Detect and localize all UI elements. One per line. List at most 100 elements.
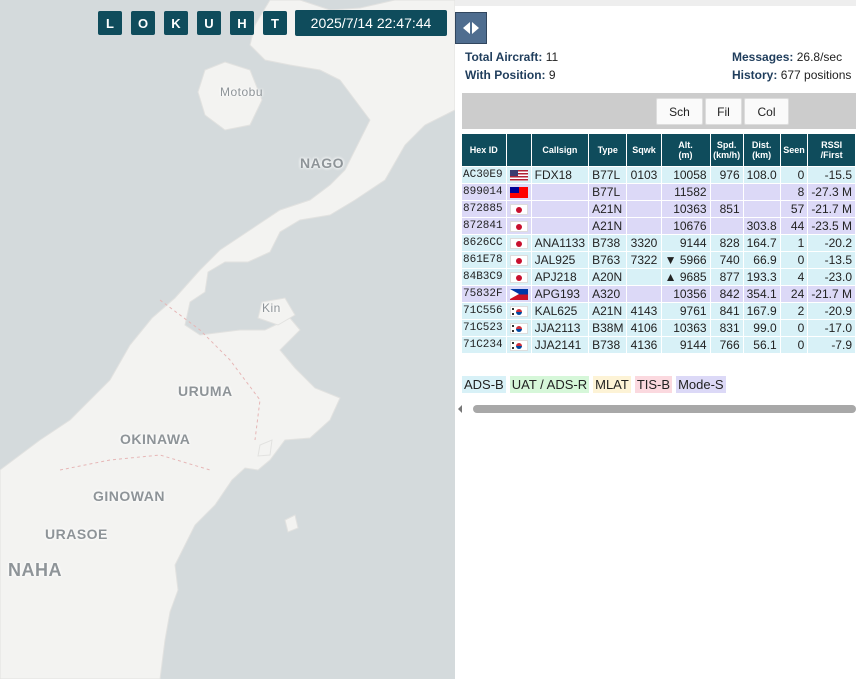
flag-kr-icon bbox=[509, 306, 528, 318]
map-label-nago: NAGO bbox=[300, 155, 344, 171]
cell-speed: 828 bbox=[709, 234, 744, 252]
columns-button[interactable]: Col bbox=[744, 98, 789, 125]
col-distance-unit: (km) bbox=[752, 150, 772, 160]
key-h-button[interactable]: H bbox=[230, 11, 254, 35]
table-row[interactable]: AC30E9 FDX18 B77L 0103 10058 976 108.0 0 -15.5 bbox=[461, 166, 856, 184]
table-header-row: Hex ID Callsign Type Sqwk Alt. (m) Spd. (k… bbox=[461, 133, 856, 167]
cell-seen: 2 bbox=[779, 302, 809, 320]
cell-speed: 766 bbox=[709, 336, 744, 354]
key-k-button[interactable]: K bbox=[164, 11, 188, 35]
cell-type: A320 bbox=[588, 285, 628, 303]
cell-distance: 108.0 bbox=[742, 166, 781, 184]
table-horizontal-scrollbar[interactable] bbox=[455, 401, 856, 417]
cell-squawk: 7322 bbox=[626, 251, 662, 269]
map-label-motobu: Motobu bbox=[220, 85, 264, 99]
filter-button[interactable]: Fil bbox=[705, 98, 742, 125]
cell-type: B738 bbox=[588, 336, 628, 354]
cell-callsign: APJ218 bbox=[530, 268, 590, 286]
cell-hex-id: 71C234 bbox=[461, 336, 507, 354]
cell-altitude: 10676 bbox=[660, 217, 711, 235]
table-row[interactable]: 872885 A21N 10363 851 57 -21.7 M bbox=[461, 200, 856, 218]
table-row[interactable]: 75832F APG193 A320 10356 842 354.1 24 -21.7 M bbox=[461, 285, 856, 303]
cell-callsign: ANA1133 bbox=[530, 234, 590, 252]
cell-distance: 66.9 bbox=[742, 251, 781, 269]
table-row[interactable]: 71C556 KAL625 A21N 4143 9761 841 167.9 2 -20.9 bbox=[461, 302, 856, 320]
col-seen[interactable]: Seen bbox=[779, 133, 809, 167]
cell-speed: 841 bbox=[709, 302, 744, 320]
col-callsign[interactable]: Callsign bbox=[530, 133, 590, 167]
scroll-left-arrow-icon[interactable] bbox=[458, 405, 462, 413]
col-squawk[interactable]: Sqwk bbox=[626, 133, 662, 167]
sidebar-toggle-button[interactable] bbox=[455, 12, 487, 44]
cell-flag bbox=[505, 166, 532, 184]
cell-callsign bbox=[530, 183, 590, 201]
cell-distance: 167.9 bbox=[742, 302, 781, 320]
key-u-button[interactable]: U bbox=[197, 11, 221, 35]
map-view[interactable]: L O K U H T 2025/7/14 22:47:44 Motobu NA… bbox=[0, 0, 455, 679]
cell-hex-id: 71C556 bbox=[461, 302, 507, 320]
cell-hex-id: 8626CC bbox=[461, 234, 507, 252]
cell-rssi: -7.9 bbox=[807, 336, 856, 354]
key-l-button[interactable]: L bbox=[98, 11, 122, 35]
cell-type: B38M bbox=[588, 319, 628, 337]
table-row[interactable]: 861E78 JAL925 B763 7322 ▼ 5966 740 66.9 0 -13.5 bbox=[461, 251, 856, 269]
cell-hex-id: 75832F bbox=[461, 285, 507, 303]
legend-modes: Mode-S bbox=[676, 376, 726, 393]
cell-seen: 4 bbox=[779, 268, 809, 286]
col-speed[interactable]: Spd. (km/h) bbox=[709, 133, 744, 167]
col-hex-id[interactable]: Hex ID bbox=[461, 133, 507, 167]
flag-kr-icon bbox=[509, 323, 528, 335]
arrow-right-icon bbox=[472, 22, 479, 34]
col-flag[interactable] bbox=[505, 133, 532, 167]
cell-distance: 164.7 bbox=[742, 234, 781, 252]
cell-type: A20N bbox=[588, 268, 628, 286]
table-row[interactable]: 71C523 JJA2113 B38M 4106 10363 831 99.0 0 -17.0 bbox=[461, 319, 856, 337]
cell-hex-id: 71C523 bbox=[461, 319, 507, 337]
cell-seen: 0 bbox=[779, 319, 809, 337]
cell-hex-id: 872885 bbox=[461, 200, 507, 218]
cell-rssi: -21.7 M bbox=[807, 285, 856, 303]
cell-callsign: JJA2113 bbox=[530, 319, 590, 337]
flag-us-icon bbox=[509, 170, 528, 182]
table-row[interactable]: 84B3C9 APJ218 A20N ▲ 9685 877 193.3 4 -23.0 bbox=[461, 268, 856, 286]
col-distance[interactable]: Dist. (km) bbox=[742, 133, 781, 167]
stats-left: Total Aircraft: 11 With Position: 9 bbox=[465, 48, 558, 84]
search-button[interactable]: Sch bbox=[656, 98, 703, 125]
map-label-urasoe: URASOE bbox=[45, 526, 108, 542]
scroll-thumb[interactable] bbox=[473, 405, 856, 413]
cell-hex-id: 899014 bbox=[461, 183, 507, 201]
cell-distance: 56.1 bbox=[742, 336, 781, 354]
cell-speed: 831 bbox=[709, 319, 744, 337]
flag-jp-icon bbox=[509, 238, 528, 250]
col-rssi[interactable]: RSSI/First bbox=[807, 133, 856, 167]
cell-callsign bbox=[530, 217, 590, 235]
cell-speed: 740 bbox=[709, 251, 744, 269]
cell-squawk: 4136 bbox=[626, 336, 662, 354]
table-row[interactable]: 8626CC ANA1133 B738 3320 9144 828 164.7 1 -20.2 bbox=[461, 234, 856, 252]
col-rssi-label: RSSI bbox=[821, 140, 843, 150]
source-legend: ADS-B UAT / ADS-R MLAT TIS-B Mode-S bbox=[462, 376, 726, 393]
cell-flag bbox=[505, 319, 532, 337]
cell-speed bbox=[709, 183, 744, 201]
table-row[interactable]: 899014 B77L 11582 8 -27.3 M bbox=[461, 183, 856, 201]
cell-speed bbox=[709, 217, 744, 235]
cell-distance: 303.8 bbox=[742, 217, 781, 235]
col-altitude[interactable]: Alt. (m) bbox=[660, 133, 711, 167]
cell-flag bbox=[505, 336, 532, 354]
table-row[interactable]: 872841 A21N 10676 303.8 44 -23.5 M bbox=[461, 217, 856, 235]
cell-seen: 44 bbox=[779, 217, 809, 235]
cell-flag bbox=[505, 217, 532, 235]
col-type[interactable]: Type bbox=[588, 133, 628, 167]
legend-adsb: ADS-B bbox=[462, 376, 506, 393]
key-t-button[interactable]: T bbox=[263, 11, 287, 35]
flag-ph-icon bbox=[509, 289, 528, 301]
cell-flag bbox=[505, 285, 532, 303]
cell-seen: 8 bbox=[779, 183, 809, 201]
table-row[interactable]: 71C234 JJA2141 B738 4136 9144 766 56.1 0 -7.9 bbox=[461, 336, 856, 354]
cell-callsign bbox=[530, 200, 590, 218]
cell-hex-id: AC30E9 bbox=[461, 166, 507, 184]
col-speed-label: Spd. bbox=[716, 140, 737, 150]
key-o-button[interactable]: O bbox=[131, 11, 155, 35]
cell-flag bbox=[505, 302, 532, 320]
cell-distance: 193.3 bbox=[742, 268, 781, 286]
